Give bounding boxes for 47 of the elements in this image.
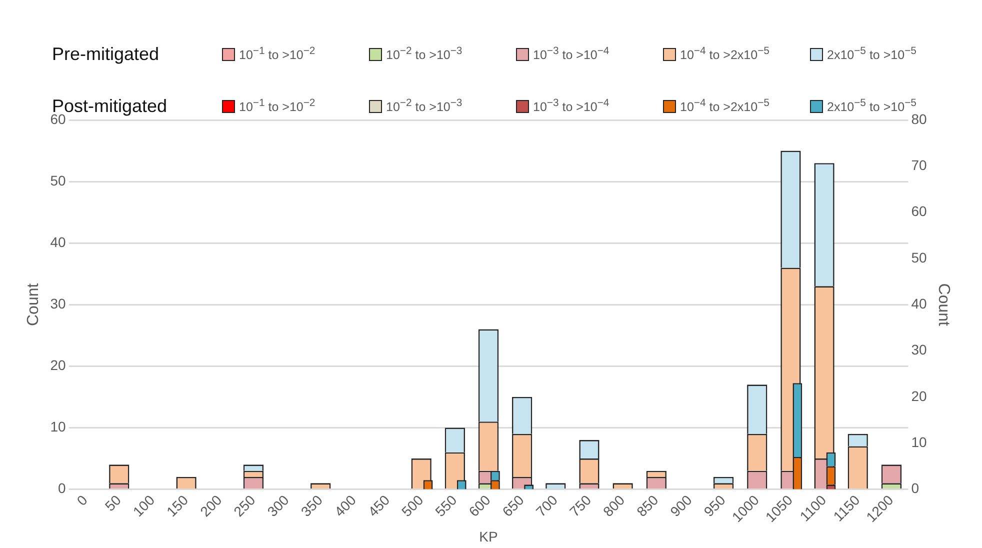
x-tick-label: 250 xyxy=(230,492,258,520)
x-tick-label: 850 xyxy=(633,492,662,520)
legend-label: 10$^{−3}$ to >10$^{−4}$ xyxy=(533,98,610,114)
legend-label: 10$^{−3}$ to >10$^{−4}$ xyxy=(533,46,610,62)
x-tick-label: 300 xyxy=(264,492,292,520)
x-tick-label: 950 xyxy=(700,492,729,520)
y-tick-label: 20 xyxy=(50,357,66,374)
x-tick-label: 0 xyxy=(74,492,91,509)
y-tick-label: 10 xyxy=(50,418,66,435)
y2-tick-label: 60 xyxy=(911,203,928,220)
x-tick-label: 600 xyxy=(466,492,494,520)
x-tick-label: 700 xyxy=(532,492,561,520)
y2-tick-label: 40 xyxy=(911,296,928,312)
legend-label: 10$^{−2}$ to >10$^{−3}$ xyxy=(386,46,462,62)
y-tick-label: 50 xyxy=(50,172,66,188)
x-tick-label: 750 xyxy=(566,492,594,520)
x-tick-label: 900 xyxy=(666,492,695,520)
legend-label: 10$^{−1}$ to >10$^{−2}$ xyxy=(239,98,316,114)
y2-tick-label: 50 xyxy=(911,249,928,266)
x-tick-label: 200 xyxy=(196,492,225,520)
x-axis-title: KP xyxy=(479,528,498,544)
y2-tick-label: 20 xyxy=(911,388,928,404)
y2-axis-title: Count xyxy=(934,283,952,327)
legend-label: 10$^{−1}$ to >10$^{−2}$ xyxy=(239,46,316,62)
x-tick-label: 550 xyxy=(432,492,460,520)
y-tick-label: 30 xyxy=(50,296,66,312)
x-tick-label: 500 xyxy=(398,492,426,520)
legend-label: 2x10$^{−5}$ to >10$^{−5}$ xyxy=(827,46,916,62)
y2-tick-label: 70 xyxy=(911,157,928,174)
x-tick-label: 350 xyxy=(298,492,326,520)
x-tick-label: 100 xyxy=(130,492,158,520)
x-tick-label: 150 xyxy=(163,492,192,520)
y-tick-label: 0 xyxy=(58,480,66,496)
legend-label: 10$^{−2}$ to >10$^{−3}$ xyxy=(386,98,462,114)
x-tick-label: 650 xyxy=(499,492,528,520)
legend-label: 10$^{−4}$ to >2x10$^{−5}$ xyxy=(680,46,770,62)
y-axis-title: Count xyxy=(25,282,42,326)
y2-tick-label: 30 xyxy=(911,342,928,358)
y2-tick-label: 0 xyxy=(911,480,920,496)
legend-label: 10$^{−4}$ to >2x10$^{−5}$ xyxy=(680,98,770,114)
x-tick-label: 800 xyxy=(600,492,628,520)
text: Pre-mitigated xyxy=(52,44,160,64)
x-tick-label: 450 xyxy=(364,492,393,520)
y-tick-label: 40 xyxy=(50,234,66,250)
x-tick-label: 50 xyxy=(102,492,124,514)
x-tick-label: 400 xyxy=(331,492,360,520)
y2-tick-label: 10 xyxy=(911,434,928,450)
